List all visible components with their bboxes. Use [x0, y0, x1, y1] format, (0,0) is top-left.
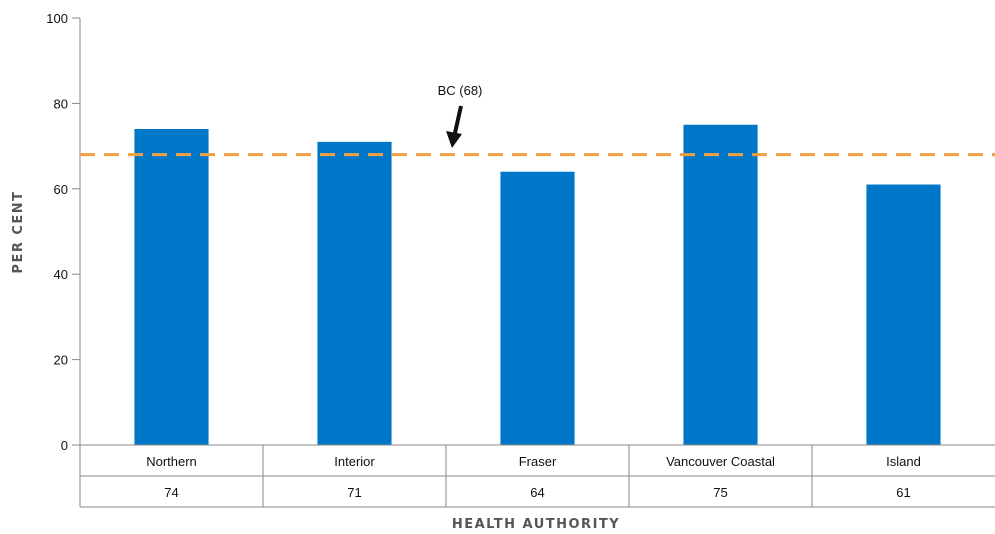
- y-tick-label: 100: [46, 11, 68, 26]
- reference-line-group: BC (68): [80, 83, 995, 157]
- y-tick-label: 20: [54, 353, 68, 368]
- bar: [500, 171, 575, 445]
- y-tick-label: 0: [61, 438, 68, 453]
- category-table: Northern 74 Interior 71 Fraser 64 Vancouver Co…: [80, 444, 995, 508]
- y-tick-label: 60: [54, 182, 68, 197]
- y-axis-title: PER CENT: [11, 190, 26, 273]
- value-label: 61: [896, 485, 910, 500]
- value-label: 75: [713, 485, 727, 500]
- y-tick-label: 80: [54, 96, 68, 111]
- value-label: 64: [530, 485, 544, 500]
- bar: [317, 141, 392, 445]
- annotation-arrow-shaft: [453, 105, 463, 134]
- category-label: Vancouver Coastal: [666, 454, 775, 469]
- bar: [683, 124, 758, 445]
- x-axis-title: HEALTH AUTHORITY: [452, 517, 620, 532]
- value-label: 74: [164, 485, 178, 500]
- value-label: 71: [347, 485, 361, 500]
- annotation-arrow-head: [446, 131, 462, 148]
- category-label: Island: [886, 454, 921, 469]
- category-label: Northern: [146, 454, 197, 469]
- y-axis: 0 20 40 60 80 100: [46, 11, 81, 507]
- category-label: Fraser: [519, 454, 557, 469]
- y-tick-label: 40: [54, 267, 68, 282]
- bar: [134, 129, 209, 445]
- bar: [866, 184, 941, 445]
- category-label: Interior: [334, 454, 375, 469]
- reference-line-label: BC (68): [438, 83, 483, 98]
- bars: [134, 124, 941, 445]
